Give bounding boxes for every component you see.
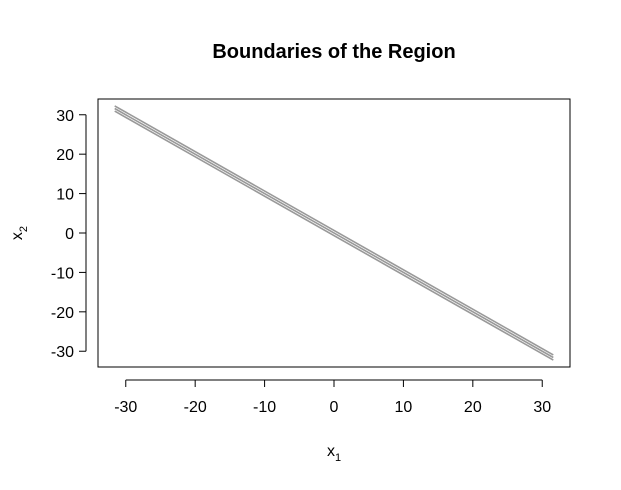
x-tick-label: 20 [464, 399, 482, 416]
plot-frame [97, 98, 571, 368]
chart-title: Boundaries of the Region [212, 41, 455, 63]
y-tick-label: -20 [51, 305, 74, 322]
x-axis-label: x1 [327, 443, 341, 464]
x-axis: -30 -20 -10 0 10 20 30 [114, 379, 551, 416]
boundary-lines [114, 105, 554, 361]
y-tick-label: 10 [56, 187, 74, 204]
x-tick-label: 0 [330, 399, 339, 416]
x-tick-label: -20 [184, 399, 207, 416]
y-tick-label: 20 [56, 147, 74, 164]
boundary-line [114, 110, 554, 361]
y-axis: -30 -20 -10 0 10 20 30 [51, 108, 87, 361]
x-tick-label: -10 [253, 399, 276, 416]
x-axis-label-sub: 1 [335, 452, 341, 464]
x-tick-label: -30 [114, 399, 137, 416]
y-tick-label: 30 [56, 108, 74, 125]
y-axis-label: x2 [9, 226, 30, 240]
boundary-line [114, 105, 554, 356]
x-tick-label: 10 [395, 399, 413, 416]
y-tick-label: -10 [51, 265, 74, 282]
boundary-line [114, 107, 554, 359]
y-tick-label: 0 [65, 226, 74, 243]
x-tick-label: 30 [533, 399, 551, 416]
y-tick-label: -30 [51, 344, 74, 361]
y-axis-label-sub: 2 [18, 226, 30, 232]
